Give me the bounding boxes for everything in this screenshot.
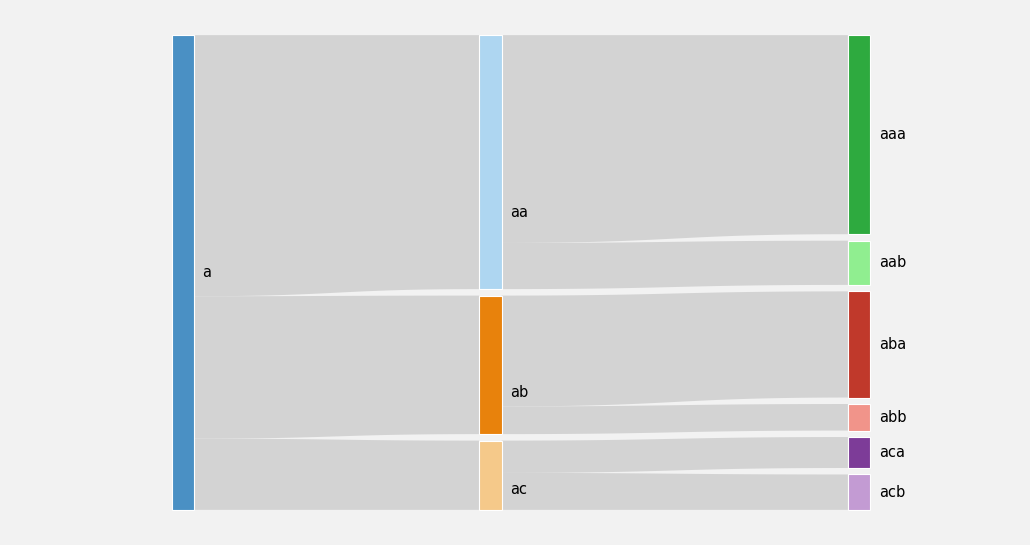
Text: aaa: aaa [879, 127, 905, 142]
Polygon shape [502, 437, 848, 473]
Polygon shape [502, 473, 848, 510]
Polygon shape [195, 35, 479, 296]
Bar [172, 35, 195, 510]
Polygon shape [502, 404, 848, 434]
Bar [848, 404, 870, 431]
Bar [848, 241, 870, 285]
Text: aa: aa [510, 205, 528, 220]
Text: acb: acb [879, 485, 905, 500]
Polygon shape [195, 439, 479, 510]
Text: ac: ac [510, 482, 527, 496]
Text: aab: aab [879, 255, 906, 270]
Polygon shape [195, 295, 479, 439]
Bar [848, 35, 870, 234]
Bar [848, 437, 870, 468]
Text: abb: abb [879, 410, 906, 425]
Bar [848, 292, 870, 397]
Text: aba: aba [879, 337, 906, 352]
Text: aca: aca [879, 445, 904, 460]
Polygon shape [502, 241, 848, 289]
Bar [479, 440, 502, 510]
Bar [479, 35, 502, 289]
Bar [848, 475, 870, 510]
Text: ab: ab [510, 385, 528, 400]
Polygon shape [502, 292, 848, 407]
Polygon shape [502, 35, 848, 243]
Text: a: a [203, 265, 211, 280]
Bar [479, 295, 502, 434]
